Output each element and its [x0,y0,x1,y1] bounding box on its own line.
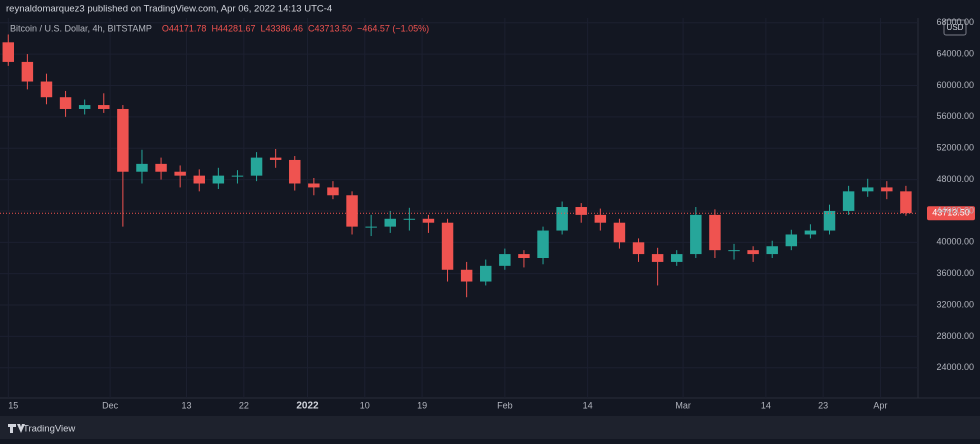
y-tick-label: 40000.00 [936,237,974,247]
currency-box [943,19,967,36]
y-tick-label: 32000.00 [936,299,974,309]
symbol-label: Bitcoin / U.S. Dollar, 4h, BITSTAMP [10,23,152,33]
candle-body [556,207,568,231]
ohlc-label: −464.57 (−1.05%) [357,23,429,33]
candle-body [670,254,683,262]
x-tick-label: 10 [360,400,370,410]
candle-body [613,222,626,243]
candle-body [766,246,778,255]
candle-body [518,254,530,258]
candle-body [441,222,454,270]
candle-body [422,218,435,223]
y-tick-label: 64000.00 [936,48,974,58]
y-tick-label: 68000.00 [936,17,974,27]
last-price-label: 43713.50 [932,208,970,218]
x-tick-label: 2022 [296,401,319,412]
brand-logo [8,424,25,433]
candle-body [98,105,110,109]
candle-body [155,163,167,172]
candle-body [881,187,893,192]
x-tick-label: Feb [497,400,513,410]
y-tick-label: 48000.00 [936,174,974,184]
candle-body [823,210,836,231]
ohlc-label: C43713.50 [308,23,352,33]
candle-body [174,171,186,176]
last-price-box [927,206,975,221]
candle-body [804,230,817,235]
candle-body [842,191,855,211]
ohlc-label: H44281.67 [211,23,255,33]
candle-body [728,250,740,252]
candle-body [499,254,511,266]
y-tick-label: 56000.00 [936,111,974,121]
candle-body [384,218,396,227]
x-tick-label: 23 [818,400,828,410]
ohlc-label: O44171.78 [162,23,207,33]
x-tick-label: Dec [102,400,119,410]
candle-body [690,214,702,255]
candle-body [480,265,492,282]
x-tick-label: 13 [182,400,192,410]
y-tick-label: 44000.00 [936,205,974,215]
candle-body [346,195,358,227]
candle-body [900,191,912,214]
candle-body [231,175,244,177]
candle-body [460,269,473,282]
x-tick-label: Mar [675,400,691,410]
x-tick-label: 14 [761,400,771,410]
candle-body [403,218,416,220]
candle-body [212,175,225,184]
candle-body [2,42,15,62]
candle-body [308,183,320,188]
x-tick-label: 19 [417,400,427,410]
candle-body [861,187,874,192]
candle-body [136,163,148,172]
brand-name: TradingView [23,424,75,435]
grid [0,18,918,398]
candle-body [289,159,301,184]
candle-body [78,105,91,109]
candle-body [575,207,587,215]
candle-body [537,230,549,258]
x-tick-label: 22 [239,400,249,410]
publish-header: reynaldomarquez3 published on TradingVie… [6,4,332,15]
x-tick-label: 15 [8,400,18,410]
candles [2,34,912,298]
candle-body [651,254,664,262]
y-tick-label: 60000.00 [936,80,974,90]
candle-body [250,157,263,176]
x-tick-label: 14 [583,400,593,410]
candle-body [40,81,53,98]
candle-body [747,250,759,255]
candle-body [785,234,798,247]
candle-body [709,214,721,251]
currency-label: USD [947,23,964,32]
candle-body [269,157,282,160]
candle-body [632,242,645,255]
candle-body [365,226,377,228]
footer-bar [0,416,980,439]
candle-body [193,175,205,184]
y-tick-label: 36000.00 [936,268,974,278]
y-tick-label: 24000.00 [936,362,974,372]
candle-body [21,61,34,82]
y-tick-label: 28000.00 [936,331,974,341]
overlay: 43713.50 [0,206,975,221]
candle-body [117,108,129,172]
ohlc-label: L43386.46 [260,23,303,33]
candle-body [594,214,607,223]
candle-body [327,187,339,196]
candle-body [59,97,72,109]
x-tick-label: Apr [873,400,887,410]
y-tick-label: 52000.00 [936,143,974,153]
